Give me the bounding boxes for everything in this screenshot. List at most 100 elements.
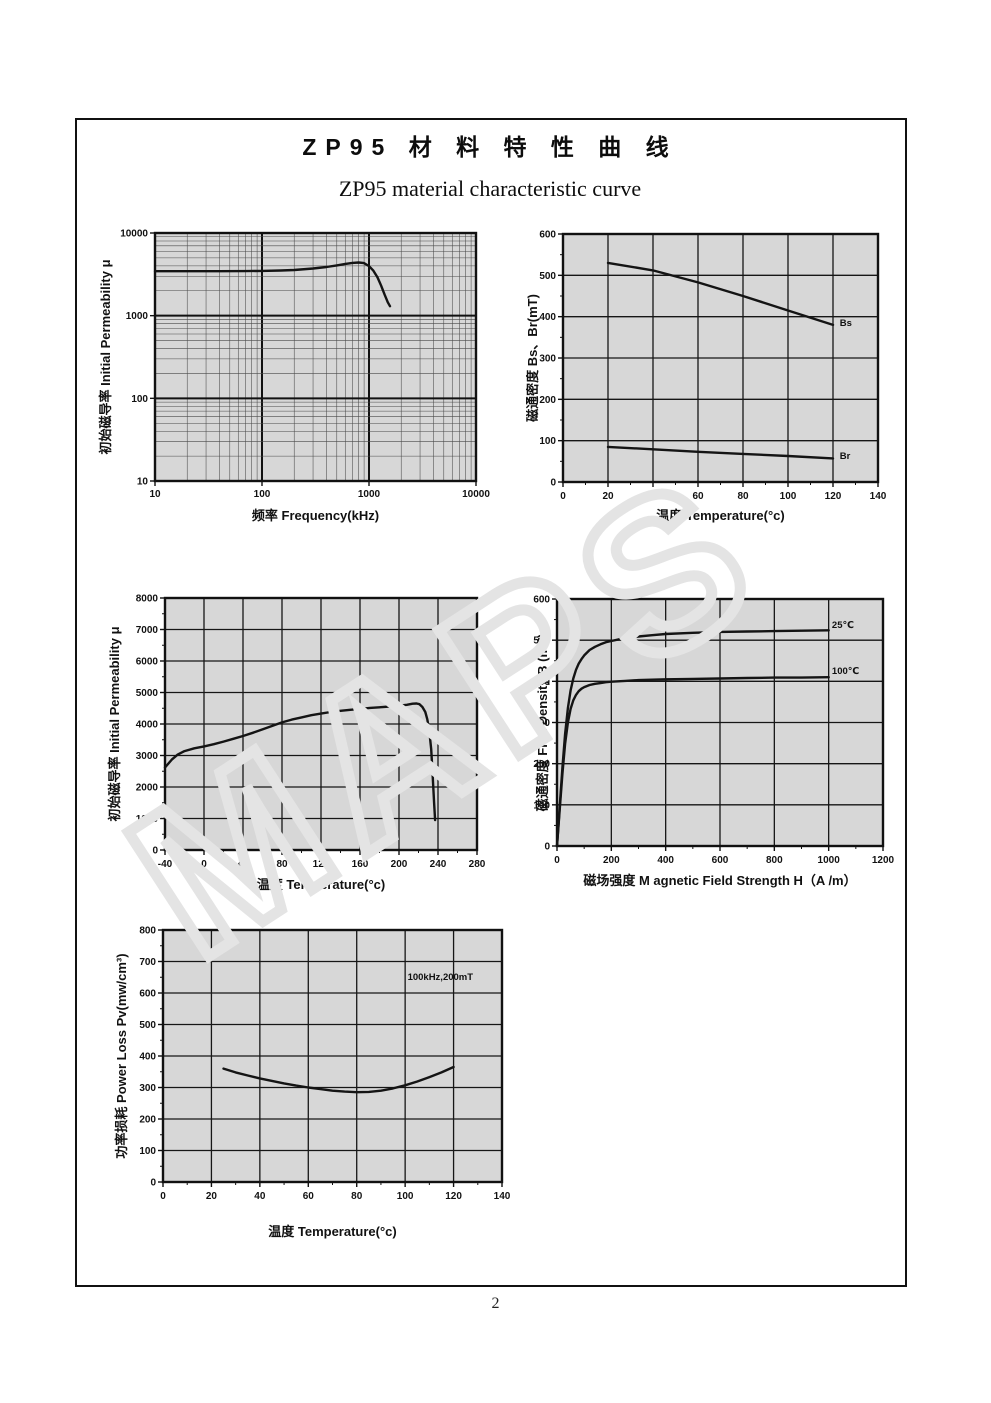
svg-text:温度 Temperature(°c): 温度 Temperature(°c) — [656, 508, 784, 523]
svg-text:3000: 3000 — [136, 751, 159, 762]
svg-text:120: 120 — [825, 491, 842, 502]
svg-text:初始磁导率 Initial Permeability μ: 初始磁导率 Initial Permeability μ — [98, 259, 113, 454]
svg-text:500: 500 — [533, 636, 550, 647]
bs-br-vs-temperature-plot: 0 20 40 60 80 100 120 140 0 100 200 300 400 500 600 Bs B… — [525, 230, 887, 524]
svg-text:80: 80 — [737, 491, 749, 502]
svg-text:初始磁导率 Initial Permeability μ: 初始磁导率 Initial Permeability μ — [107, 626, 122, 821]
svg-text:300: 300 — [539, 354, 556, 365]
svg-text:10000: 10000 — [120, 229, 148, 240]
power-loss-vs-temperature-plot: 0 20 40 60 80 100 120 140 0 100 200 300 400 500 600 700… — [114, 926, 511, 1240]
page-title-chinese: ZP95 材 料 特 性 曲 线 — [302, 134, 678, 160]
chart-initial-permeability-vs-temperature: -40 0 40 80 120 160 200 240 280 0 1000 2000 3000 4000… — [95, 583, 510, 922]
svg-text:600: 600 — [533, 595, 550, 606]
svg-text:120: 120 — [445, 1191, 462, 1202]
svg-text:25℃: 25℃ — [832, 620, 854, 631]
svg-text:1200: 1200 — [872, 855, 895, 866]
svg-text:2000: 2000 — [136, 783, 159, 794]
svg-text:40: 40 — [237, 859, 249, 870]
svg-text:600: 600 — [712, 855, 729, 866]
svg-text:400: 400 — [539, 312, 556, 323]
svg-text:20: 20 — [602, 491, 614, 502]
svg-text:100: 100 — [780, 491, 797, 502]
chart-bs-br-vs-temperature: 0 20 40 60 80 100 120 140 0 100 200 300 400 500 600 Bs B… — [525, 218, 930, 545]
svg-text:600: 600 — [139, 989, 156, 1000]
svg-text:800: 800 — [766, 855, 783, 866]
initial-permeability-vs-frequency-plot: 10 100 1000 10000 10 100 1000 10000 频率 Frequency… — [98, 229, 490, 524]
svg-text:80: 80 — [351, 1191, 363, 1202]
svg-text:功率损耗 Power Loss Pv(mw/cm³): 功率损耗 Power Loss Pv(mw/cm³) — [114, 953, 129, 1158]
svg-text:160: 160 — [352, 859, 369, 870]
svg-text:300: 300 — [533, 718, 550, 729]
svg-text:4000: 4000 — [136, 720, 159, 731]
svg-text:800: 800 — [139, 926, 156, 937]
svg-text:60: 60 — [692, 491, 704, 502]
svg-text:140: 140 — [870, 491, 887, 502]
svg-text:600: 600 — [539, 230, 556, 241]
svg-text:100: 100 — [539, 436, 556, 447]
page-number: 2 — [491, 1295, 500, 1312]
svg-text:120: 120 — [313, 859, 330, 870]
svg-text:6000: 6000 — [136, 657, 159, 668]
svg-text:10: 10 — [149, 489, 161, 500]
svg-text:200: 200 — [533, 759, 550, 770]
svg-text:300: 300 — [139, 1083, 156, 1094]
svg-text:磁通密度 Flux Density B (mT): 磁通密度 Flux Density B (mT) — [535, 634, 550, 812]
svg-text:60: 60 — [303, 1191, 315, 1202]
svg-text:240: 240 — [430, 859, 447, 870]
svg-text:280: 280 — [469, 859, 486, 870]
svg-text:40: 40 — [647, 491, 659, 502]
chart-initial-permeability-vs-frequency: 10 100 1000 10000 10 100 1000 10000 频率 Frequency… — [90, 218, 502, 545]
svg-text:200: 200 — [391, 859, 408, 870]
svg-text:100kHz,200mT: 100kHz,200mT — [408, 972, 474, 983]
svg-text:7000: 7000 — [136, 625, 159, 636]
svg-text:100: 100 — [533, 800, 550, 811]
chart-flux-density-vs-field-strength: 0 200 400 600 800 1000 1200 0 100 200 300 400 500 600… — [526, 583, 966, 918]
svg-text:100: 100 — [397, 1191, 414, 1202]
svg-text:140: 140 — [494, 1191, 511, 1202]
svg-text:400: 400 — [657, 855, 674, 866]
svg-text:磁通密度 Bs、Br(mT): 磁通密度 Bs、Br(mT) — [526, 294, 540, 422]
svg-text:1000: 1000 — [136, 814, 159, 825]
svg-text:频率 Frequency(kHz): 频率 Frequency(kHz) — [252, 508, 379, 523]
svg-text:-40: -40 — [158, 859, 173, 870]
initial-permeability-vs-temperature-plot: -40 0 40 80 120 160 200 240 28001000200030004000… — [107, 594, 486, 893]
svg-text:200: 200 — [603, 855, 620, 866]
svg-text:Br: Br — [840, 451, 851, 462]
svg-text:1000: 1000 — [126, 311, 149, 322]
svg-text:10000: 10000 — [462, 489, 490, 500]
svg-text:0: 0 — [544, 842, 550, 853]
svg-text:8000: 8000 — [136, 594, 159, 605]
svg-text:400: 400 — [139, 1052, 156, 1063]
svg-text:500: 500 — [539, 271, 556, 282]
svg-text:0: 0 — [201, 859, 207, 870]
svg-text:20: 20 — [206, 1191, 218, 1202]
svg-text:磁场强度 M agnetic Field Strength: 磁场强度 M agnetic Field Strength H（A /m） — [583, 873, 856, 888]
svg-text:1000: 1000 — [818, 855, 841, 866]
svg-text:100℃: 100℃ — [832, 666, 859, 677]
page-title-english: ZP95 material characteristic curve — [338, 176, 642, 201]
svg-text:0: 0 — [152, 846, 158, 857]
flux-density-vs-field-strength-plot: 0 200 400 600 800 1000 1200 0 100 200 300 400 500 600… — [533, 595, 895, 889]
svg-text:80: 80 — [276, 859, 288, 870]
svg-text:温度 Temperature(°c): 温度 Temperature(°c) — [268, 1224, 396, 1239]
svg-text:0: 0 — [550, 478, 556, 489]
svg-text:200: 200 — [139, 1115, 156, 1126]
svg-text:100: 100 — [139, 1146, 156, 1157]
svg-text:100: 100 — [131, 394, 148, 405]
svg-text:700: 700 — [139, 957, 156, 968]
svg-text:10: 10 — [137, 477, 149, 488]
svg-text:5000: 5000 — [136, 688, 159, 699]
svg-text:Bs: Bs — [840, 318, 852, 329]
svg-text:500: 500 — [139, 1020, 156, 1031]
chart-power-loss-vs-temperature: 0 20 40 60 80 100 120 140 0 100 200 300 400 500 600 700… — [100, 913, 522, 1266]
svg-text:0: 0 — [160, 1191, 166, 1202]
svg-text:0: 0 — [560, 491, 566, 502]
svg-text:200: 200 — [539, 395, 556, 406]
svg-text:1000: 1000 — [358, 489, 381, 500]
svg-text:0: 0 — [554, 855, 560, 866]
svg-text:400: 400 — [533, 677, 550, 688]
svg-text:40: 40 — [254, 1191, 266, 1202]
svg-text:100: 100 — [254, 489, 271, 500]
svg-text:0: 0 — [150, 1178, 156, 1189]
